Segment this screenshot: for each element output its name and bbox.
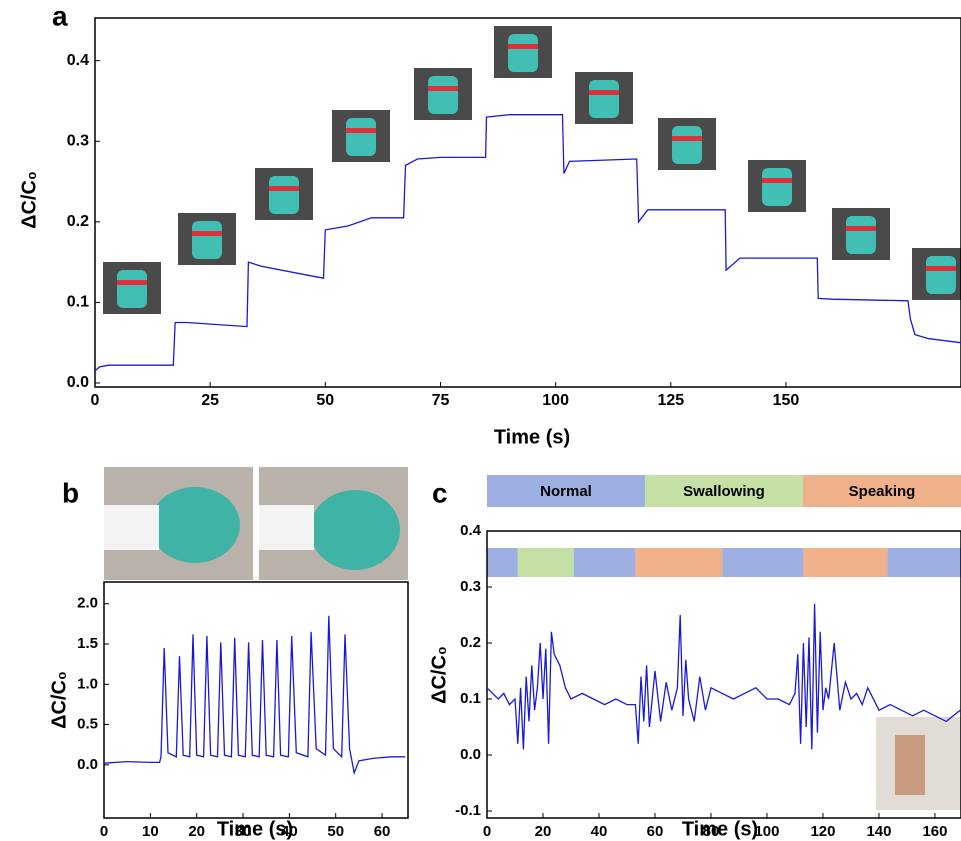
glove — [346, 118, 376, 156]
plot-frame — [104, 582, 408, 818]
x-tick-label: 0 — [91, 392, 100, 409]
glove — [926, 256, 956, 294]
phase-band — [803, 548, 887, 577]
y-tick-label: 0.3 — [460, 578, 481, 595]
x-tick-label: 100 — [754, 823, 779, 840]
sensor — [672, 136, 702, 141]
y-axis-title: ΔC/C₀ — [428, 646, 450, 704]
x-tick-label: 75 — [432, 392, 450, 409]
x-tick-label: 125 — [657, 392, 684, 409]
y-tick-label: 2.0 — [77, 595, 98, 612]
x-tick-label: 100 — [542, 392, 569, 409]
y-tick-label: 0.0 — [460, 746, 481, 763]
y-tick-label: 1.5 — [77, 635, 98, 652]
phase-band — [487, 548, 518, 577]
sensor — [117, 280, 147, 285]
x-tick-label: 60 — [647, 823, 664, 840]
glove — [192, 221, 222, 259]
photos — [104, 467, 408, 580]
y-axis-title: ΔC/C₀ — [48, 671, 70, 729]
y-tick-label: 0.4 — [67, 52, 89, 69]
x-axis-title: Time (s) — [682, 818, 758, 840]
sensor — [508, 44, 538, 49]
x-tick-label: 50 — [327, 823, 344, 840]
y-tick-label: 0.5 — [77, 716, 98, 733]
x-tick-label: 60 — [374, 823, 391, 840]
x-axis-title: Time (s) — [494, 426, 570, 448]
glove — [117, 270, 147, 308]
sleeve — [259, 505, 314, 550]
glove — [846, 216, 876, 254]
glove — [672, 126, 702, 164]
glove — [589, 80, 619, 118]
sensor — [192, 231, 222, 236]
data-line — [104, 616, 405, 773]
sensor — [926, 266, 956, 271]
y-tick-label: 1.0 — [77, 675, 98, 692]
phase-band — [887, 548, 961, 577]
glove — [310, 490, 400, 570]
glove — [150, 487, 240, 563]
y-axis-title: ΔC/C₀ — [18, 171, 40, 229]
x-tick-label: 0 — [100, 823, 108, 840]
x-tick-label: 25 — [201, 392, 219, 409]
legend-label: Swallowing — [683, 483, 765, 500]
phase-band — [574, 548, 636, 577]
phase-band — [635, 548, 722, 577]
x-tick-label: 160 — [922, 823, 947, 840]
x-tick-label: 20 — [535, 823, 552, 840]
glove — [762, 168, 792, 206]
panel-label: a — [52, 0, 68, 31]
glove — [508, 34, 538, 72]
glove — [269, 176, 299, 214]
panel-label: b — [62, 477, 79, 508]
glove — [428, 76, 458, 114]
phase-band — [722, 548, 803, 577]
y-tick-label: -0.1 — [455, 802, 481, 819]
sensor — [269, 186, 299, 191]
sensor — [846, 226, 876, 231]
x-tick-label: 10 — [142, 823, 159, 840]
y-tick-label: 0.1 — [460, 690, 481, 707]
sensor — [589, 90, 619, 95]
legend-label: Speaking — [849, 483, 916, 500]
x-tick-label: 50 — [316, 392, 334, 409]
sensor — [346, 128, 376, 133]
y-tick-label: 0.4 — [460, 522, 482, 539]
sensor — [428, 86, 458, 91]
sleeve — [104, 505, 159, 550]
phase-band — [518, 548, 574, 577]
sensor — [762, 178, 792, 183]
x-tick-label: 20 — [188, 823, 205, 840]
y-tick-label: 0.2 — [460, 634, 481, 651]
panel-label: c — [432, 477, 448, 508]
y-tick-label: 0.0 — [77, 756, 98, 773]
y-tick-label: 0.2 — [67, 213, 89, 230]
x-tick-label: 120 — [810, 823, 835, 840]
figure: 02550751001251500.00.10.20.30.4aTime (s)… — [0, 0, 961, 841]
x-tick-label: 150 — [773, 392, 800, 409]
neck — [895, 735, 925, 795]
y-tick-label: 0.3 — [67, 132, 89, 149]
y-tick-label: 0.0 — [67, 374, 89, 391]
x-axis-title: Time (s) — [217, 818, 293, 840]
y-tick-label: 0.1 — [67, 294, 89, 311]
x-tick-label: 0 — [483, 823, 491, 840]
x-tick-label: 140 — [866, 823, 891, 840]
legend-label: Normal — [540, 483, 592, 500]
x-tick-label: 40 — [591, 823, 608, 840]
